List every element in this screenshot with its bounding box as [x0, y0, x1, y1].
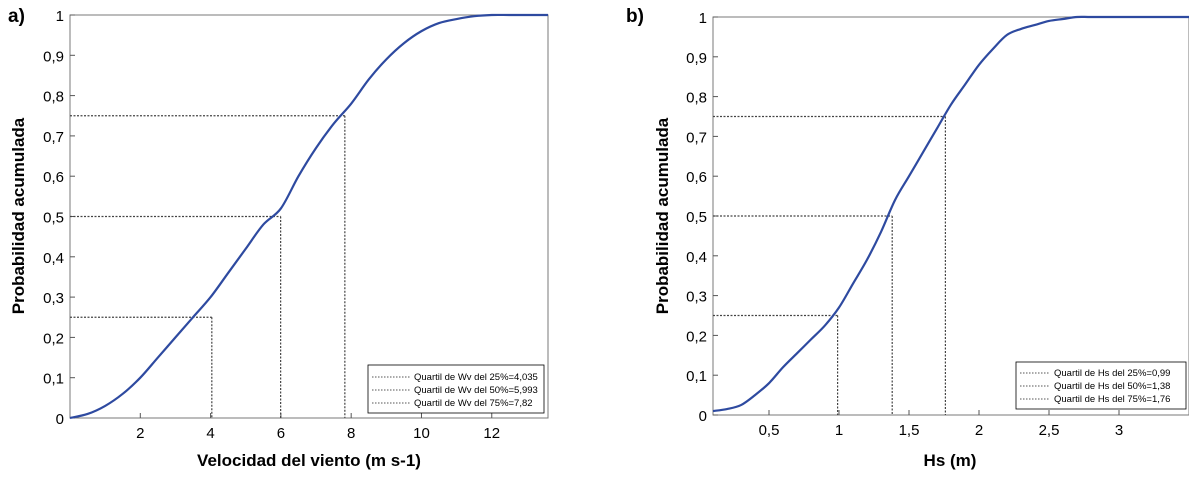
y-tick-label-b: 0,9	[686, 50, 707, 67]
x-ticks-b: 0,5 1 1,5 2 2,5 3	[759, 410, 1123, 439]
legend-entry-a-25: Quartil de Wv del 25%=4,035	[414, 372, 538, 383]
y-tick-label-a: 0,1	[43, 371, 64, 388]
y-tick-label-a: 0,5	[43, 210, 64, 227]
y-tick-label-a: 0,9	[43, 48, 64, 65]
y-tick-label-a: 0,4	[43, 250, 64, 267]
y-ticks-a: 0 0,1 0,2 0,3 0,4 0,5 0,6 0,7 0,8 0,9 1	[43, 8, 75, 428]
y-tick-label-a: 0,2	[43, 330, 64, 347]
panel-label-a: a)	[8, 6, 25, 27]
x-tick-label-b: 3	[1115, 422, 1123, 439]
cdf-line-b	[712, 15, 1189, 413]
y-axis-label-b: Probabilidad acumulada	[653, 117, 672, 314]
x-tick-label-b: 2	[975, 422, 983, 439]
y-tick-label-a: 0,7	[43, 129, 64, 146]
y-tick-label-b: 0	[699, 408, 707, 425]
x-axis-label-a: Velocidad del viento (m s-1)	[197, 451, 421, 470]
legend-b: Quartil de Hs del 25%=0,99 Quartil de Hs…	[1015, 361, 1187, 410]
quartile-guides-a	[70, 115, 346, 418]
quartile-guides-b	[713, 115, 947, 415]
y-tick-label-a: 0,6	[43, 169, 64, 186]
y-tick-label-a: 0,3	[43, 290, 64, 307]
x-tick-label-b: 1	[835, 422, 843, 439]
x-tick-label-b: 1,5	[899, 422, 920, 439]
y-tick-label-b: 0,3	[686, 289, 707, 306]
legend-a: Quartil de Wv del 25%=4,035 Quartil de W…	[367, 364, 545, 414]
panel-label-b: b)	[626, 6, 644, 27]
cdf-line-a	[69, 13, 548, 420]
legend-entry-a-75: Quartil de Wv del 75%=7,82	[414, 398, 533, 409]
y-tick-label-b: 1	[699, 10, 707, 27]
x-tick-label-b: 2,5	[1039, 422, 1060, 439]
x-tick-label-a: 10	[413, 425, 430, 442]
y-tick-label-a: 1	[56, 8, 64, 25]
chart-panel-a: a) 0 0,1 0,2 0,3 0,4 0,5 0,6 0,7 0,8 0,9 1 2 4 6 8 10 1…	[8, 6, 549, 470]
legend-entry-b-75: Quartil de Hs del 75%=1,76	[1054, 394, 1170, 405]
x-tick-label-a: 4	[206, 425, 214, 442]
legend-entry-a-50: Quartil de Wv del 50%=5,993	[414, 385, 538, 396]
y-tick-label-b: 0,6	[686, 169, 707, 186]
y-tick-label-b: 0,4	[686, 249, 707, 266]
legend-box-a	[367, 364, 545, 414]
legend-entry-b-50: Quartil de Hs del 50%=1,38	[1054, 381, 1170, 392]
y-tick-label-b: 0,2	[686, 328, 707, 345]
y-ticks-b: 0 0,1 0,2 0,3 0,4 0,5 0,6 0,7 0,8 0,9 1	[686, 10, 718, 425]
y-axis-label-a: Probabilidad acumulada	[9, 117, 28, 314]
x-tick-label-a: 2	[136, 425, 144, 442]
x-tick-label-a: 12	[483, 425, 500, 442]
y-tick-label-b: 0,7	[686, 129, 707, 146]
legend-entry-b-25: Quartil de Hs del 25%=0,99	[1054, 368, 1170, 379]
x-tick-label-a: 6	[277, 425, 285, 442]
y-tick-label-b: 0,5	[686, 209, 707, 226]
x-tick-label-b: 0,5	[759, 422, 780, 439]
chart-panel-b: b) 0 0,1 0,2 0,3 0,4 0,5 0,6 0,7 0,8 0,9 1 0,5 1 1,5…	[626, 6, 1189, 470]
x-axis-label-b: Hs (m)	[924, 451, 977, 470]
y-tick-label-b: 0,8	[686, 90, 707, 107]
x-tick-label-a: 8	[347, 425, 355, 442]
y-tick-label-a: 0,8	[43, 89, 64, 106]
y-tick-label-b: 0,1	[686, 368, 707, 385]
x-ticks-a: 2 4 6 8 10 12	[136, 413, 500, 442]
y-tick-label-a: 0	[56, 411, 64, 428]
